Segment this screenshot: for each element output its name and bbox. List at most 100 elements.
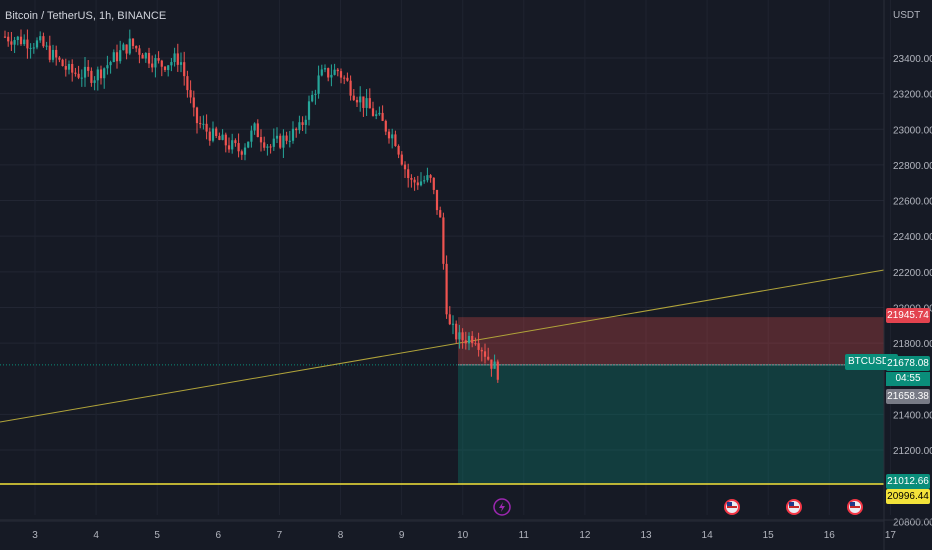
candle-body (272, 138, 275, 147)
x-axis-tick-label: 9 (399, 530, 405, 541)
candle-body (243, 147, 247, 155)
candle-body (448, 314, 451, 325)
candle-body (48, 45, 51, 60)
candle-body (483, 351, 487, 357)
candle-body (423, 180, 426, 182)
x-axis-tick-label: 4 (93, 530, 99, 541)
currency-label: USDT (893, 10, 921, 21)
candle-body (93, 80, 96, 83)
candle-body (77, 73, 80, 78)
candle-body (64, 66, 67, 70)
us-flag-icon-stripe (727, 506, 737, 508)
symbol-badge: BTCUSDT (845, 354, 899, 370)
candle-body (199, 123, 202, 125)
x-axis-tick-label: 5 (154, 530, 160, 541)
candle-body (253, 123, 256, 131)
trend-line[interactable] (0, 269, 885, 423)
us-flag-icon-canton (850, 502, 855, 506)
candle-body (269, 146, 272, 148)
candle-body (109, 62, 112, 66)
candle-body (141, 54, 144, 59)
candle-body (128, 38, 131, 54)
candle-body (467, 335, 471, 344)
candle-body (160, 60, 163, 67)
candle-body (493, 361, 496, 369)
candle-body (67, 64, 71, 70)
stop-price-badge: 21945.74 (886, 308, 930, 323)
candle-body (16, 36, 19, 41)
candle-body (359, 96, 362, 103)
candle-body (112, 52, 115, 63)
candle-body (432, 177, 435, 190)
x-axis-tick-label: 10 (457, 530, 469, 541)
last-price-badge: 21678.08 (886, 356, 930, 371)
candle-body (295, 128, 298, 131)
candle-body (304, 119, 307, 125)
candle-body (147, 53, 151, 64)
candle-body (7, 36, 10, 42)
candle-body (183, 62, 186, 77)
candle-body (224, 134, 227, 146)
candle-body (419, 181, 423, 186)
candle-body (119, 50, 122, 62)
candle-body (320, 69, 323, 76)
target-price-badge: 21012.66 (886, 474, 930, 489)
x-axis-tick-label: 11 (519, 530, 530, 541)
candle-body (311, 94, 314, 102)
lightning-icon[interactable] (493, 498, 511, 516)
x-axis-tick-label: 8 (338, 530, 344, 541)
candle-body (336, 69, 339, 72)
candle-body (362, 96, 365, 108)
candle-body (211, 128, 215, 141)
candle-body (400, 154, 403, 165)
lightning-icon-bolt (499, 502, 505, 512)
candle-body (487, 356, 490, 360)
us-flag-icon-canton (789, 502, 794, 506)
y-axis-tick-label: 22800.00 (893, 161, 932, 172)
candle-body (474, 343, 477, 345)
candle-body (26, 39, 29, 49)
candle-body (407, 169, 410, 179)
candle-body (10, 41, 13, 45)
candle-body (163, 66, 167, 71)
y-axis-tick-label: 20800.00 (893, 517, 932, 528)
candle-body (263, 142, 266, 148)
bar-countdown: 04:55 (886, 372, 930, 386)
candle-body (205, 123, 208, 132)
y-axis-tick-label: 23000.00 (893, 125, 932, 136)
candle-body (195, 107, 199, 124)
candle-body (464, 340, 467, 344)
y-axis-tick-label: 21200.00 (893, 446, 932, 457)
candle-body (87, 66, 90, 71)
candle-body (394, 134, 397, 146)
candle-body (301, 122, 304, 125)
candle-body (215, 128, 218, 136)
candle-body (61, 59, 64, 67)
candle-body (496, 361, 499, 380)
candle-body (307, 101, 311, 120)
candle-body (234, 140, 237, 144)
x-axis-tick-label: 13 (640, 530, 652, 541)
candle-body (429, 175, 432, 178)
candle-body (122, 44, 125, 51)
stop-loss-zone[interactable] (458, 317, 884, 365)
candle-body (186, 76, 189, 91)
candle-body (32, 47, 35, 49)
candle-body (490, 359, 493, 369)
candle-body (275, 135, 279, 139)
candle-body (330, 74, 333, 78)
take-profit-zone[interactable] (458, 364, 884, 484)
candle-body (333, 69, 336, 75)
candle-body (90, 70, 93, 83)
y-axis-tick-label: 22400.00 (893, 232, 932, 243)
candle-body (106, 65, 109, 69)
candle-body (74, 72, 77, 74)
candle-body (391, 134, 394, 139)
candle-body (227, 145, 231, 150)
candle-body (343, 77, 346, 79)
candle-body (339, 71, 343, 78)
candle-body (3, 36, 7, 38)
candle-body (410, 178, 413, 180)
y-axis-tick-label: 23200.00 (893, 90, 932, 101)
